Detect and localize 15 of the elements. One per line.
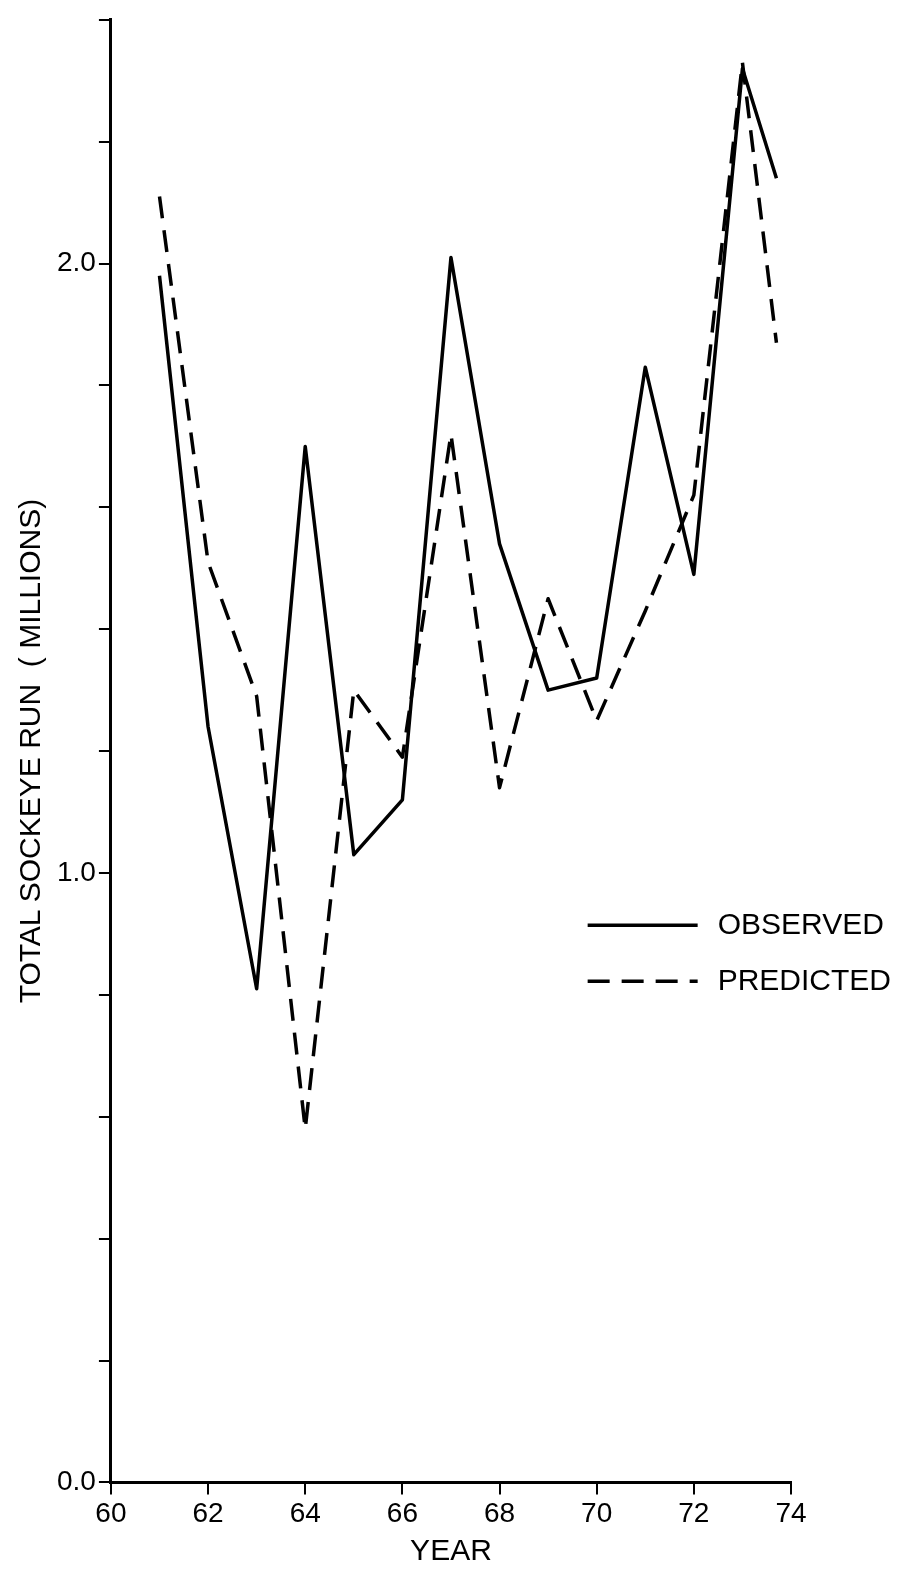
x-tick-label: 66 — [386, 1496, 418, 1528]
legend-label: OBSERVED — [717, 906, 884, 940]
y-tick-label: 2.0 — [56, 246, 96, 278]
x-tick-label: 60 — [95, 1496, 127, 1528]
y-tick-label: 1.0 — [56, 855, 96, 887]
x-tick-label: 72 — [678, 1496, 710, 1528]
x-tick-label: 68 — [483, 1496, 516, 1528]
legend-label: PREDICTED — [717, 962, 892, 996]
x-tick-label: 62 — [192, 1496, 224, 1528]
y-tick-label: 0.0 — [56, 1465, 96, 1497]
x-tick-label: 74 — [775, 1496, 807, 1528]
y-axis-title: TOTAL SOCKEYE RUN ( MILLIONS) — [13, 498, 47, 1004]
x-axis-title: YEAR — [410, 1533, 492, 1567]
x-tick-label: 64 — [289, 1496, 321, 1528]
x-tick-label: 70 — [581, 1496, 613, 1528]
